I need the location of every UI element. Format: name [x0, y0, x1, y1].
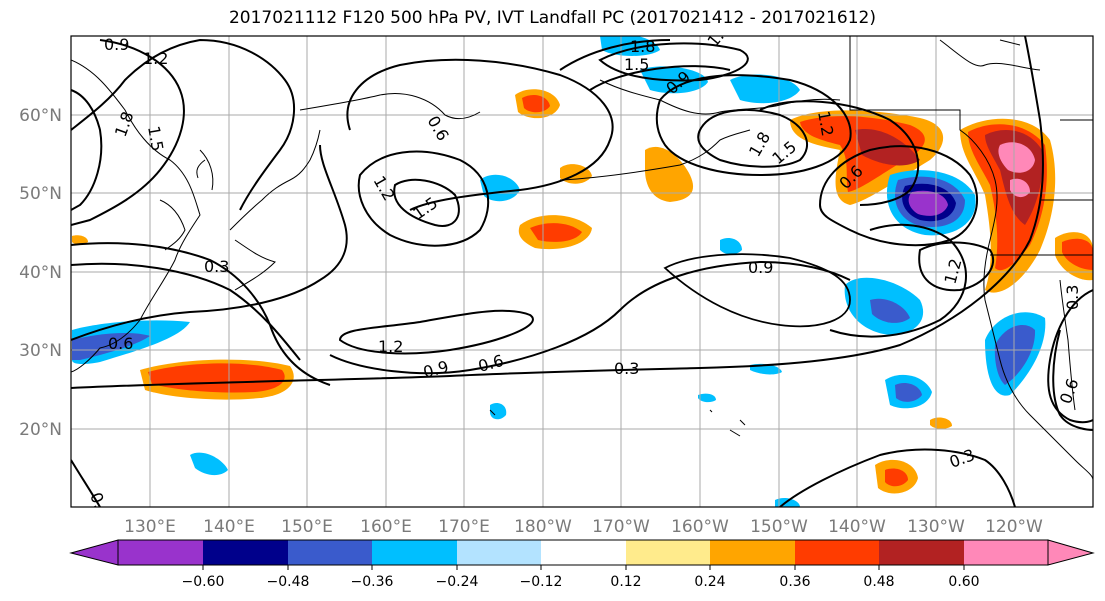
lon-tick-label: 180°W	[514, 517, 572, 537]
contour-label: 1.2	[378, 337, 403, 356]
colorbar-segment	[626, 540, 710, 565]
map-frame	[70, 35, 1094, 508]
lon-tick-label: 150°W	[750, 517, 808, 537]
map-area: 0.9 1.2 1.5 1.8 1.2 1.5 1.8 1.5 0.9 0.6 …	[71, 35, 1093, 520]
pv-contours	[71, 36, 1093, 507]
colorbar-tick-label: 0.24	[694, 574, 725, 590]
longitude-axis: 130°E 140°E 150°E 160°E 170°E 180°W 170°…	[124, 517, 1043, 537]
contour-label: 0.9	[104, 35, 129, 54]
colorbar-segment	[795, 540, 879, 565]
lon-tick-label: 130°E	[124, 517, 176, 537]
contour-label: 1.2	[143, 49, 168, 68]
lon-tick-label: 140°W	[828, 517, 886, 537]
colorbar-extend-high	[1047, 539, 1095, 566]
colorbar-segment	[288, 540, 372, 565]
lon-tick-label: 140°E	[203, 517, 255, 537]
colorbar: −0.60 −0.48 −0.36 −0.24 −0.12 0.12 0.24 …	[69, 539, 1095, 590]
lon-tick-label: 170°E	[438, 517, 490, 537]
lon-tick-label: 120°W	[985, 517, 1043, 537]
colorbar-segment	[457, 540, 541, 565]
contour-label: 0.3	[204, 257, 229, 276]
colorbar-tick-label: 0.60	[948, 574, 979, 590]
colorbar-tick-label: −0.36	[351, 574, 394, 590]
colorbar-tick-label: 0.48	[863, 574, 894, 590]
graticule	[71, 36, 1093, 507]
coastlines	[71, 36, 1093, 481]
colorbar-tick-label: −0.60	[182, 574, 225, 590]
contour-label: 0.9	[748, 258, 773, 277]
map-title: 2017021112 F120 500 hPa PV, IVT Landfall…	[228, 8, 876, 28]
latitude-axis: 60°N 50°N 40°N 30°N 20°N	[19, 106, 62, 440]
colorbar-segment	[118, 540, 203, 565]
contour-label: 0.3	[86, 490, 113, 520]
colorbar-tick-label: −0.24	[436, 574, 479, 590]
lon-tick-label: 150°E	[281, 517, 333, 537]
colorbar-segment	[203, 540, 288, 565]
lat-tick-label: 20°N	[19, 420, 62, 440]
colorbar-outline	[117, 539, 1049, 566]
colorbar-segment	[541, 540, 626, 565]
colorbar-segment	[964, 540, 1048, 565]
lat-tick-label: 30°N	[19, 341, 62, 361]
colorbar-segment	[879, 540, 964, 565]
colorbar-tick-label: −0.12	[520, 574, 563, 590]
colorbar-tick-label: −0.48	[267, 574, 310, 590]
colorbar-tick-label: 0.36	[779, 574, 810, 590]
lon-tick-label: 160°E	[360, 517, 412, 537]
contour-label: 0.3	[1063, 285, 1082, 310]
lon-tick-label: 170°W	[592, 517, 650, 537]
lon-tick-label: 160°W	[671, 517, 729, 537]
contour-label: 1.5	[624, 55, 649, 74]
contour-label: 1.8	[630, 37, 655, 56]
colorbar-segment	[710, 540, 795, 565]
contour-label: 0.3	[614, 359, 639, 378]
colorbar-extend-low	[69, 539, 119, 566]
lat-tick-label: 40°N	[19, 263, 62, 283]
colorbar-tick-label: 0.12	[610, 574, 641, 590]
lat-tick-label: 50°N	[19, 184, 62, 204]
contour-label: 1.2	[814, 109, 837, 137]
contour-label: 1.5	[144, 124, 167, 152]
lat-tick-label: 60°N	[19, 106, 62, 126]
contour-label: 0.6	[108, 334, 133, 353]
colorbar-segment	[372, 540, 457, 565]
lon-tick-label: 130°W	[907, 517, 965, 537]
